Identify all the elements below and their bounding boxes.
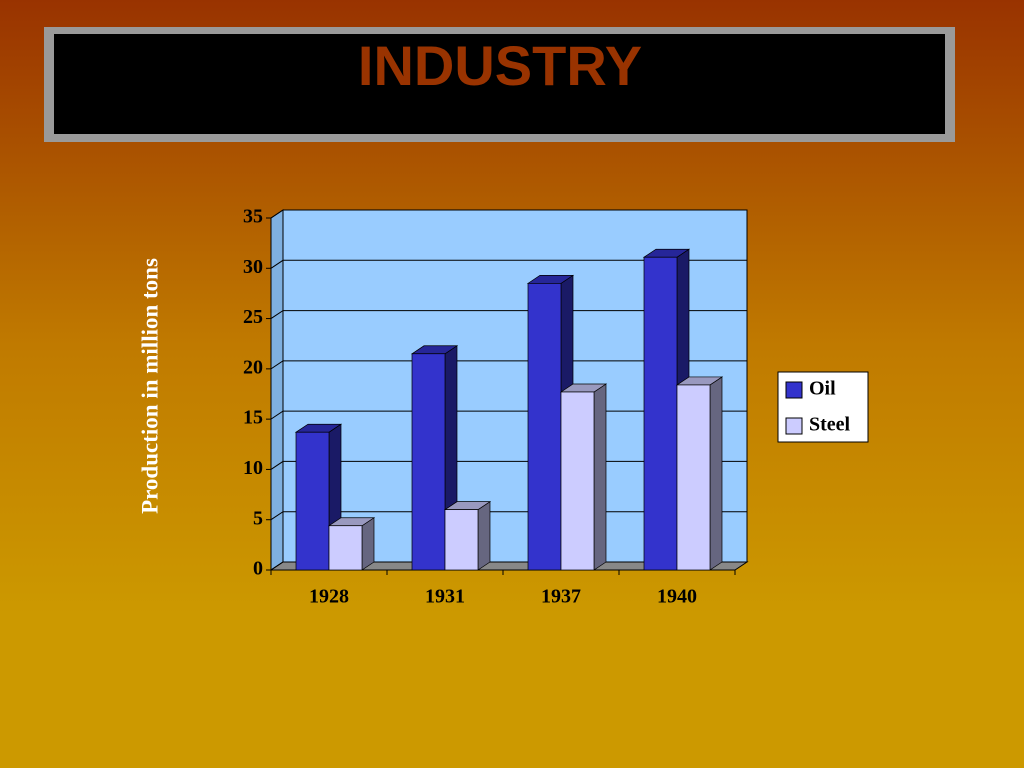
bar-front: [560, 391, 595, 571]
y-tick-label: 20: [243, 356, 263, 378]
y-tick-label: 15: [243, 407, 263, 429]
y-tick-label: 10: [243, 457, 263, 479]
y-tick-label: 30: [243, 256, 263, 278]
bar-front: [295, 431, 330, 571]
bar-front: [676, 384, 711, 571]
bar: [559, 383, 608, 571]
y-tick-label: 0: [253, 558, 263, 580]
bar: [294, 423, 343, 571]
grid-line: [270, 310, 747, 319]
x-tick-label: 1937: [541, 586, 581, 608]
y-tick-label: 5: [253, 507, 263, 529]
y-tick-label: 35: [243, 206, 263, 228]
title-banner: [54, 34, 945, 134]
bar-side: [709, 376, 723, 571]
grid-line: [270, 259, 747, 269]
legend-label: Steel: [809, 414, 851, 436]
grid-line: [270, 209, 747, 219]
bar-side: [593, 383, 607, 571]
bar-front: [643, 256, 678, 571]
bar: [443, 501, 492, 571]
bar-side: [477, 501, 491, 571]
y-tick-label: 25: [243, 306, 263, 328]
bar: [675, 376, 724, 571]
x-tick-label: 1940: [657, 586, 697, 608]
legend-label: Oil: [809, 378, 836, 400]
bar-side: [361, 517, 375, 571]
legend-swatch: [785, 417, 803, 435]
bar: [642, 248, 691, 571]
x-tick-label: 1931: [425, 586, 465, 608]
bar-front: [444, 509, 479, 571]
y-axis-title: Production in million tons: [137, 258, 162, 514]
legend-swatch: [785, 381, 803, 399]
bar-front: [411, 353, 446, 571]
bar-front: [527, 283, 562, 571]
x-tick-label: 1928: [309, 586, 349, 608]
grid-line: [270, 360, 747, 370]
bar-front: [328, 525, 363, 571]
bar: [327, 517, 376, 571]
chart-title: INDUSTRY: [358, 34, 642, 97]
